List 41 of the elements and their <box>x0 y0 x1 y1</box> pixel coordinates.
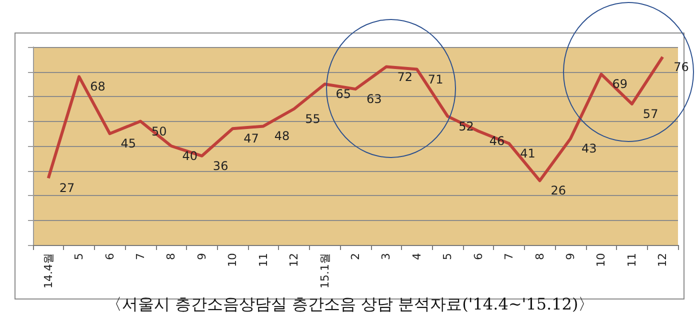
x-tick-label: 12 <box>288 253 301 267</box>
x-tick-label: 5 <box>72 253 86 260</box>
data-label: 45 <box>120 136 136 151</box>
data-label: 50 <box>152 124 167 138</box>
data-label: 76 <box>674 60 689 74</box>
data-label: 71 <box>428 72 444 86</box>
data-label: 40 <box>182 149 198 163</box>
data-label: 69 <box>612 77 628 92</box>
x-tick-label: 6 <box>472 253 485 260</box>
x-tick-label: 10 <box>594 253 608 267</box>
x-tick-label: 8 <box>533 253 546 260</box>
x-tick-label: 7 <box>502 253 516 260</box>
x-tick-label: 9 <box>564 253 577 260</box>
x-tick-label: 8 <box>164 253 178 260</box>
data-label: 41 <box>520 146 536 161</box>
data-label: 68 <box>90 80 106 94</box>
x-tick-label: 4 <box>410 253 424 260</box>
x-tick-label: 10 <box>226 253 240 267</box>
data-label: 26 <box>550 184 566 198</box>
data-label: 47 <box>244 132 259 146</box>
x-tick-label: 11 <box>256 253 270 267</box>
x-tick-label: 2 <box>349 253 362 260</box>
x-tick-label: 5 <box>441 253 454 260</box>
data-label: 43 <box>582 142 597 156</box>
data-label: 57 <box>642 106 658 121</box>
data-label: 72 <box>397 70 412 84</box>
x-tick-label: 6 <box>103 253 116 260</box>
data-label: 48 <box>274 129 290 144</box>
x-tick-label: 3 <box>380 253 393 260</box>
x-tick-label: 14.4월 <box>42 253 55 288</box>
text: 〈서울시 층간소음상담실 층간소음 상담 분석자료('14.4~'15.12)〉 <box>106 294 594 314</box>
x-tick-label: 9 <box>195 253 208 260</box>
x-tick-label: 7 <box>134 253 147 260</box>
data-label: 27 <box>59 181 75 196</box>
data-label: 65 <box>336 87 352 102</box>
data-label: 36 <box>212 158 228 173</box>
x-tick-label: 11 <box>625 253 638 267</box>
data-label: 55 <box>305 112 320 126</box>
x-tick-label: 15.1월 <box>318 253 332 288</box>
x-tick-label: 12 <box>656 253 670 267</box>
data-label: 63 <box>366 92 382 106</box>
